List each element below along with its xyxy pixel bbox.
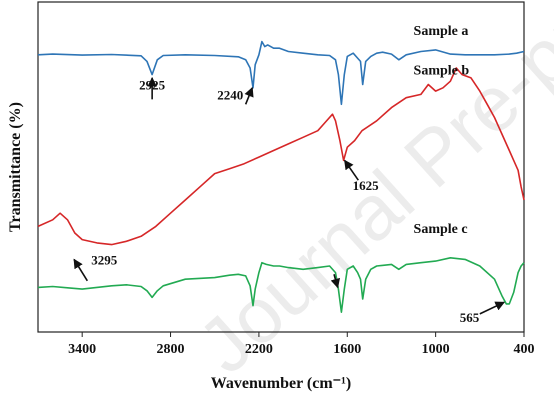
x-tick-label-2: 2800: [157, 342, 185, 357]
annotation-label-4: 3295: [91, 252, 118, 267]
series-line-1: [37, 40, 525, 106]
annotation-arrow-4: [73, 258, 89, 282]
annotation-label-3: 1625: [353, 178, 380, 193]
x-tick-label-5: 1000: [422, 342, 450, 357]
annotation-label-1: 2925: [139, 77, 166, 92]
x-tick-label-4: 1600: [333, 342, 361, 357]
x-axis-title: Wavenumber (cm⁻¹): [211, 375, 351, 392]
annotation-arrow-6: [479, 301, 505, 315]
annotation-arrow-5: [330, 274, 341, 289]
series-line-3: [37, 257, 525, 313]
plot-frame: [37, 1, 525, 333]
series-label-2: Sample b: [414, 64, 470, 79]
annotation-label-6: 565: [460, 310, 480, 325]
x-tick-label-1: 3400: [68, 342, 96, 357]
x-tick-label-6: 400: [514, 342, 535, 357]
series-line-2: [37, 67, 525, 246]
annotation-layer: 2925 2240 1625 3295 565: [73, 76, 505, 325]
series-label-3: Sample c: [414, 222, 468, 237]
annotation-arrow-3: [343, 159, 359, 181]
annotation-label-2: 2240: [217, 87, 243, 102]
annotation-arrow-2: [244, 86, 254, 105]
y-axis-title: Transmittance (%): [7, 102, 24, 232]
x-axis-ticks: 3400 2800 2200 1600 1000 400: [68, 332, 535, 357]
x-tick-label-3: 2200: [245, 342, 273, 357]
series-label-1: Sample a: [414, 24, 469, 39]
series-layer: Sample a Sample b Sample c: [37, 24, 525, 313]
